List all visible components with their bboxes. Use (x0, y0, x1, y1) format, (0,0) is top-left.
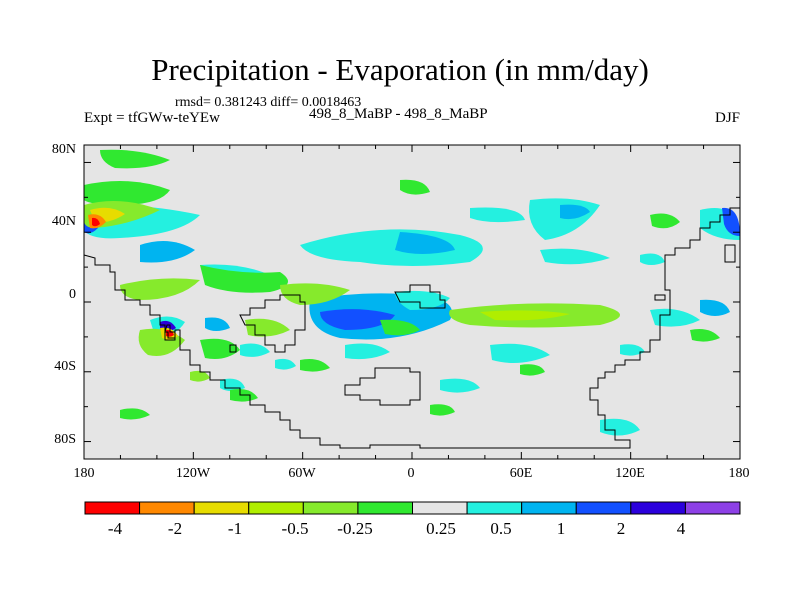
contour-blob (320, 309, 395, 330)
continent-outline (344, 367, 421, 406)
continent-outlines (83, 207, 740, 449)
contour-blob (700, 299, 730, 316)
contour-blob (120, 278, 200, 300)
colorbar-label: 2 (616, 519, 626, 538)
colorbar (84, 501, 741, 515)
contour-blob (380, 319, 420, 336)
contour-blob (200, 265, 288, 293)
colorbar-swatch (630, 501, 686, 515)
contour-blob (120, 408, 150, 420)
lon-label: 60W (288, 466, 316, 481)
contour-blob (640, 253, 665, 265)
case-label: 498_8_MaBP - 498_8_MaBP (309, 106, 488, 122)
contour-blob (92, 217, 100, 227)
lon-label: 180 (73, 466, 95, 481)
lat-label: 40S (54, 359, 76, 374)
continent-outline (724, 244, 736, 263)
contour-blob (280, 283, 350, 305)
lat-label: 40N (51, 214, 76, 229)
colorbar-label: -4 (107, 519, 123, 538)
colorbar-label: 0.25 (426, 519, 456, 538)
contour-blob (190, 370, 210, 382)
axis-ticks (83, 145, 741, 459)
contour-blob (275, 358, 296, 370)
contour-blob (84, 181, 170, 205)
colorbar-label: -2 (167, 519, 183, 538)
colorbar-label: -0.5 (281, 519, 309, 538)
contour-blob (205, 317, 230, 331)
colorbar-swatch (575, 501, 632, 515)
contour-blob (300, 359, 330, 372)
contour-blob (480, 310, 570, 321)
contour-blob (245, 318, 290, 337)
contour-blob (620, 344, 645, 356)
contour-blob (560, 204, 590, 220)
colorbar-swatch (302, 501, 359, 515)
continent-outline (229, 344, 237, 353)
contour-blob (520, 364, 545, 376)
colorbar-swatch (193, 501, 250, 515)
colorbar-label: 4 (676, 519, 686, 538)
colorbar-swatch (84, 501, 141, 515)
contour-blob (100, 149, 170, 169)
colorbar-swatch (521, 501, 577, 515)
colorbar-swatch (248, 501, 304, 515)
colorbar-swatch (412, 501, 468, 515)
colorbar-label: -1 (227, 519, 243, 538)
colorbar-label: 0.5 (490, 519, 512, 538)
colorbar-swatch (466, 501, 523, 515)
contour-blob (600, 418, 640, 436)
contour-blob (440, 378, 480, 393)
continent-outline (394, 284, 446, 309)
lat-label: 80N (51, 142, 76, 157)
lon-label: 120E (615, 466, 645, 481)
contour-field (84, 149, 740, 436)
colorbar-swatch (684, 501, 741, 515)
contour-blob (395, 290, 450, 310)
contour-blob (140, 241, 195, 263)
lat-label: 80S (54, 432, 76, 447)
continent-outline (164, 324, 176, 339)
contour-blob (650, 308, 700, 327)
lon-label: 120W (175, 466, 211, 481)
contour-blob (650, 213, 680, 229)
experiment-label: Expt = tfGWw-teYEw (84, 110, 220, 126)
colorbar-swatch (139, 501, 195, 515)
lon-label: 60E (509, 466, 533, 481)
colorbar-label: 1 (556, 519, 566, 538)
contour-blob (400, 179, 430, 195)
stats-line: rmsd= 0.381243 diff= 0.0018463 (175, 95, 362, 110)
contour-blob (240, 343, 270, 357)
continent-outline (239, 294, 306, 353)
season-label: DJF (714, 110, 740, 126)
contour-blob (430, 404, 455, 416)
contour-blob (395, 232, 455, 254)
lat-label: 0 (69, 287, 76, 302)
colorbar-swatch (357, 501, 414, 515)
continent-outline (83, 207, 740, 449)
contour-blob (690, 329, 720, 342)
continent-outline (654, 294, 666, 301)
contour-blob (200, 338, 240, 359)
contour-blob (345, 343, 390, 360)
contour-blob (470, 207, 525, 223)
lon-label: 0 (407, 466, 415, 481)
contour-blob (540, 248, 610, 265)
map-title: Precipitation - Evaporation (in mm/day) (151, 52, 649, 87)
contour-blob (490, 343, 550, 364)
colorbar-label: -0.25 (337, 519, 373, 538)
lon-label: 180 (728, 466, 750, 481)
